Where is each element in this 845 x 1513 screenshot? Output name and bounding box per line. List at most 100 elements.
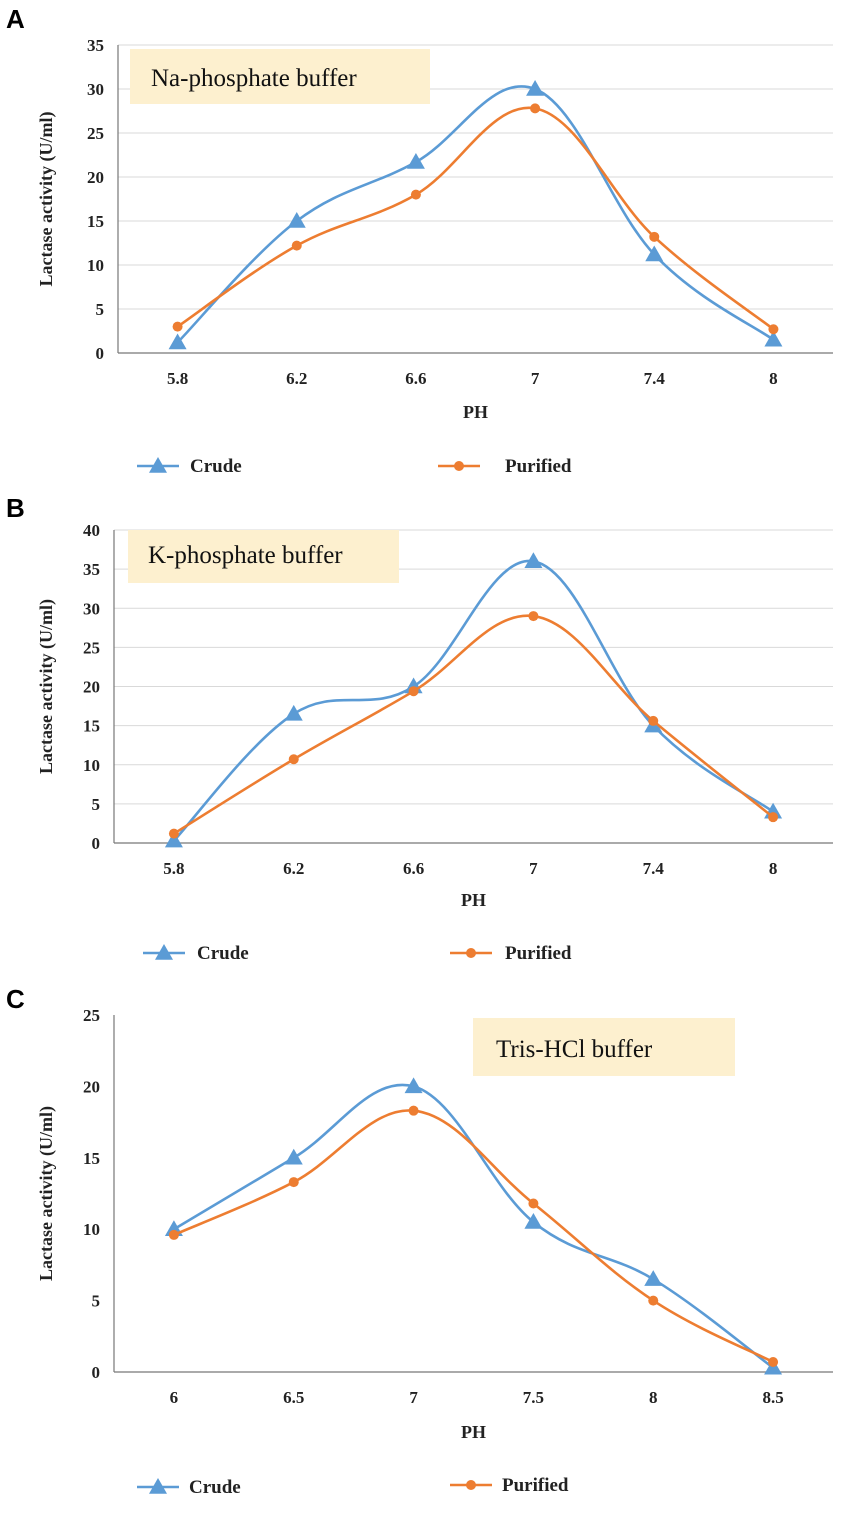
title-box [128,530,399,583]
legend-marker-triangle [149,457,167,473]
y-tick-label: 25 [87,124,104,143]
x-tick-label: 6 [170,1388,179,1407]
x-tick-label: 7 [409,1388,418,1407]
data-point-purified [528,1198,539,1209]
data-point-purified [648,715,659,726]
legend-label: Purified [502,1475,569,1496]
y-tick-label: 10 [83,1220,100,1239]
y-tick-label: 15 [83,1149,100,1168]
legend-item-crude: Crude [137,1477,241,1498]
data-point-crude [404,1077,423,1094]
y-tick-label: 15 [83,717,100,736]
y-tick-label: 30 [83,599,100,618]
data-point-crude [287,212,306,228]
data-point-purified [288,1177,299,1188]
y-tick-label: 35 [87,36,104,55]
data-point-purified [408,1105,419,1116]
chart-title: Na-phosphate buffer [151,65,357,92]
data-point-purified [172,321,183,332]
x-tick-label: 7.4 [644,369,666,388]
data-point-crude [524,1213,543,1229]
series-line-purified [176,106,775,331]
legend-label: Crude [189,1477,241,1498]
series-purified [172,103,779,335]
y-tick-label: 5 [92,1292,101,1311]
data-point-purified [768,812,779,823]
legend-item-crude: Crude [143,943,249,964]
x-tick-label: 6.2 [283,859,304,878]
x-tick-label: 5.8 [167,369,188,388]
panel-letter: B [6,493,25,523]
data-point-crude [645,245,664,262]
series-purified [168,1105,779,1368]
series-line-purified [173,614,774,835]
chart-title: K-phosphate buffer [148,542,343,569]
series-line-purified [173,1109,774,1364]
y-tick-label: 15 [87,212,104,231]
data-point-crude [284,704,303,721]
y-tick-label: 5 [96,300,105,319]
title-box [473,1018,735,1076]
series-crude [168,80,783,350]
legend-label: Crude [190,456,242,477]
chart-panel-b: B K-phosphate buffer 0 5 10 15 20 25 30 35 40 5.8 6.… [6,493,833,964]
x-axis-title: PH [461,890,486,910]
y-axis-title: Lactase activity (U/ml) [36,599,57,774]
panel-letter: C [6,984,25,1014]
y-tick-label: 0 [92,834,101,853]
legend-marker-triangle [155,944,173,960]
x-tick-label: 5.8 [163,859,184,878]
y-tick-label: 35 [83,560,100,579]
data-point-crude [644,1270,663,1286]
legend-item-purified: Purified [438,456,572,477]
data-point-purified [408,686,419,697]
x-tick-label: 6.6 [405,369,426,388]
x-tick-label: 8 [769,859,778,878]
legend-marker-circle [466,948,476,958]
y-tick-label: 40 [83,521,100,540]
data-point-crude [164,831,183,848]
x-tick-label: 6.5 [283,1388,304,1407]
y-tick-label: 0 [92,1363,101,1382]
x-tick-label: 8.5 [762,1388,783,1407]
data-point-purified [768,324,779,335]
y-tick-label: 10 [83,756,100,775]
data-point-crude [524,552,543,569]
data-point-purified [530,103,541,114]
data-point-crude [406,153,425,169]
legend-marker-circle [466,1480,476,1490]
series-line-crude [173,1083,774,1369]
x-axis-title: PH [463,402,488,422]
series-line-crude [172,559,774,842]
x-tick-label: 7 [529,859,538,878]
series-crude [164,552,783,848]
y-tick-label: 25 [83,638,100,657]
x-axis-title: PH [461,1422,486,1442]
y-axis-title: Lactase activity (U/ml) [36,1106,57,1281]
data-point-purified [410,189,421,200]
legend-label: Crude [197,943,249,964]
chart-panel-a: A Na-phosphate buffer 0 5 10 15 20 25 30 35 5.8 6.2… [6,4,833,477]
data-point-crude [764,330,783,347]
legend-marker-circle [454,461,464,471]
legend-item-purified: Purified [450,1475,569,1496]
title-box [130,49,430,104]
y-tick-label: 5 [92,795,101,814]
data-point-purified [649,231,660,242]
x-tick-label: 6.6 [403,859,424,878]
data-point-purified [648,1295,659,1306]
data-point-crude [526,80,545,96]
data-point-purified [168,828,179,839]
data-point-purified [288,754,299,765]
chart-title: Tris-HCl buffer [496,1036,653,1063]
series-purified [168,611,779,839]
chart-panel-c: C Tris-HCl buffer 0 5 10 15 20 25 6 6.5 7 7.5 8 8.5 PH… [6,984,833,1498]
y-tick-label: 30 [87,80,104,99]
data-point-purified [291,240,302,251]
series-line-crude [176,85,775,344]
y-tick-label: 10 [87,256,104,275]
legend-label: Purified [505,456,572,477]
y-tick-label: 20 [87,168,104,187]
y-tick-label: 0 [96,344,105,363]
